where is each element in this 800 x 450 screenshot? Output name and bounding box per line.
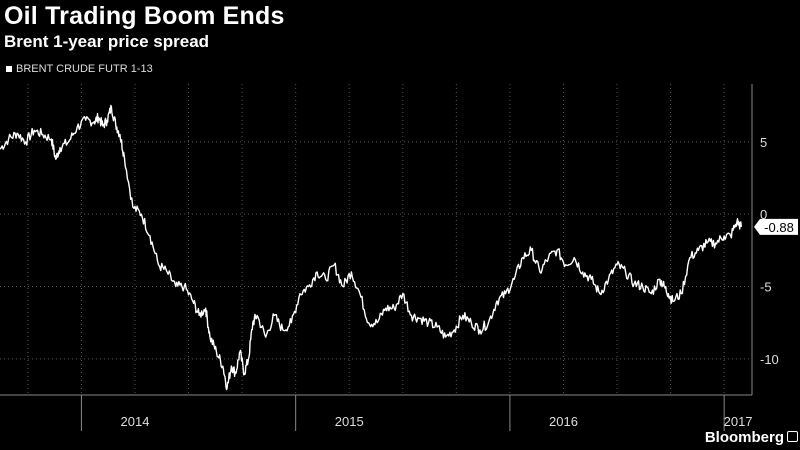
legend: BRENT CRUDE FUTR 1-13 bbox=[6, 63, 153, 75]
y-tick-label: -10 bbox=[760, 352, 779, 367]
series-group bbox=[0, 104, 742, 391]
grid-lines bbox=[0, 84, 753, 431]
brand-logo: Bloomberg bbox=[704, 429, 784, 446]
x-tick-label: 2015 bbox=[335, 414, 364, 429]
chart-title: Oil Trading Boom Ends bbox=[4, 2, 285, 30]
tick-labels: 5 0 -5 -10 2014 2015 2016 2017 bbox=[121, 135, 779, 429]
last-value-label: -0.88 bbox=[764, 220, 794, 235]
x-tick-label: 2014 bbox=[121, 414, 150, 429]
last-value-callout: -0.88 bbox=[754, 218, 798, 235]
callout-box bbox=[754, 218, 798, 235]
chart-subtitle: Brent 1-year price spread bbox=[4, 32, 210, 51]
x-tick-label: 2016 bbox=[549, 414, 578, 429]
terminal-icon bbox=[787, 431, 798, 442]
y-tick-label: -5 bbox=[760, 280, 772, 295]
series-line-brent-spread bbox=[0, 104, 742, 391]
y-tick-label: 5 bbox=[760, 135, 767, 150]
legend-swatch bbox=[6, 66, 12, 72]
x-tick-label: 2017 bbox=[724, 414, 753, 429]
legend-label: BRENT CRUDE FUTR 1-13 bbox=[16, 63, 153, 75]
y-tick-label: 0 bbox=[760, 207, 767, 222]
